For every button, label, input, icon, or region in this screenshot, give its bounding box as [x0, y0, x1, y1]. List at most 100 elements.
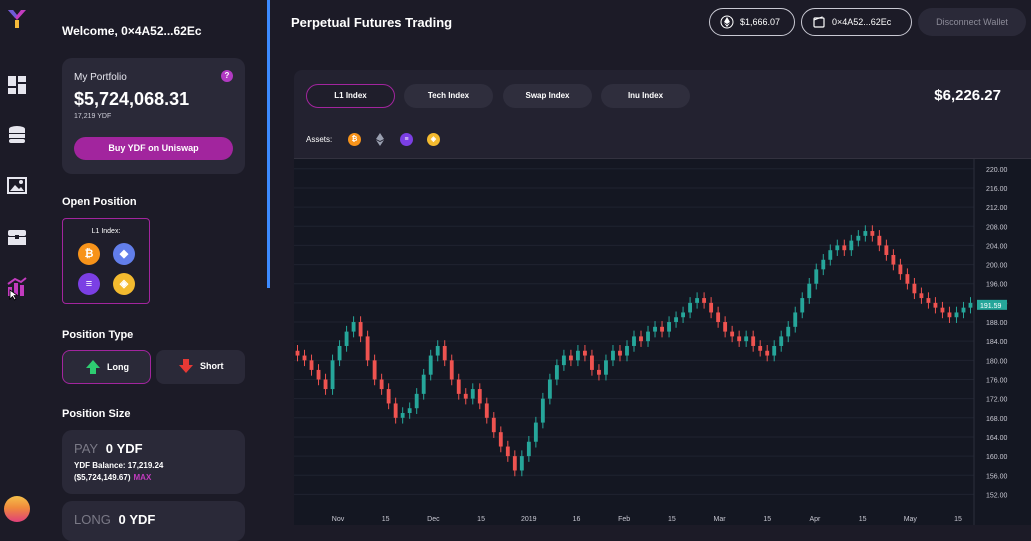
candle-body [870, 231, 875, 236]
candle-body [856, 235, 861, 241]
eth-price-pill[interactable]: $1,666.07 [709, 8, 795, 36]
long-unit: YDF [129, 512, 156, 527]
index-price: $6,226.27 [934, 87, 1001, 104]
candle-body [351, 322, 356, 332]
candle-body [863, 231, 868, 236]
candle-body [653, 326, 657, 332]
candle-body [323, 379, 328, 390]
candle-body [772, 345, 777, 356]
tab-tech-index[interactable]: Tech Index [404, 84, 493, 108]
ydf-balance: YDF Balance: 17,219.24 ($5,724,149.67) MA… [74, 460, 163, 484]
pay-card[interactable]: PAY 0 YDF YDF Balance: 17,219.24 ($5,724… [62, 430, 245, 494]
scroll-indicator[interactable] [267, 0, 270, 288]
candle-body [793, 312, 798, 327]
candle-body [470, 389, 475, 399]
long-button[interactable]: Long [62, 350, 151, 384]
x-tick-label: 15 [763, 516, 771, 523]
candlestick-chart[interactable]: 152.00 156.00 160.00 164.00 168.00 172.00 176.… [294, 159, 1031, 525]
candle-body [954, 312, 959, 318]
x-tick-label: 15 [668, 516, 676, 523]
x-tick-label: Apr [809, 516, 821, 523]
dashboard-icon[interactable] [7, 75, 27, 95]
candle-body [498, 432, 503, 447]
candle-body [590, 355, 594, 370]
gallery-icon[interactable] [7, 176, 27, 196]
logo-icon[interactable] [6, 8, 28, 30]
candle-body [505, 446, 510, 457]
ethereum-icon [720, 15, 734, 29]
candle-body [428, 355, 433, 375]
assets-label: Assets: [306, 135, 333, 144]
candle-body [316, 369, 321, 380]
candle-body [849, 240, 854, 251]
x-tick-label: Nov [332, 516, 345, 523]
candle-body [933, 302, 938, 308]
candle-body [695, 298, 700, 303]
ethereum-icon: ◆ [113, 243, 135, 265]
candle-body [583, 350, 587, 356]
x-tick-label: 15 [859, 516, 867, 523]
help-icon[interactable]: ? [221, 70, 233, 82]
candle-body [365, 336, 370, 361]
index-label: L1 Index: [91, 228, 121, 235]
candle-body [597, 369, 601, 375]
candle-body [491, 417, 496, 433]
candle-body [330, 360, 335, 390]
candle-body [737, 336, 742, 342]
candle-body [716, 312, 721, 323]
candle-body [730, 331, 735, 337]
bitcoin-icon: ₿ [78, 243, 100, 265]
y-tick-label: 200.00 [986, 263, 1008, 270]
candle-body [435, 345, 440, 356]
candle-body [835, 245, 840, 251]
candle-body [442, 345, 447, 361]
portfolio-value: $5,724,068.31 [74, 89, 190, 109]
candle-body [386, 389, 391, 404]
divider [294, 158, 1031, 159]
disconnect-wallet-button[interactable]: Disconnect Wallet [918, 8, 1026, 36]
candle-body [407, 408, 412, 414]
candle-body [414, 393, 419, 409]
candle-body [884, 245, 889, 255]
long-line: LONG 0 YDF [74, 512, 155, 527]
candle-body [758, 345, 763, 351]
max-button[interactable]: MAX [133, 473, 152, 482]
x-tick-label: Mar [714, 516, 727, 523]
wallet-address-pill[interactable]: 0×4A52...62Ec [801, 8, 912, 36]
candle-body [688, 302, 693, 313]
candle-body [968, 302, 973, 308]
candle-body [821, 259, 826, 270]
candle-body [533, 422, 538, 442]
candle-body [463, 393, 468, 399]
candle-body [344, 331, 349, 346]
candle-body [940, 307, 945, 313]
avatar[interactable] [4, 496, 30, 522]
chest-icon[interactable] [7, 227, 27, 247]
l1-index-position[interactable]: L1 Index: ₿ ◆ ≡ ◈ [62, 218, 150, 304]
candle-body [891, 254, 896, 265]
last-price-label: 191.59 [980, 303, 1002, 310]
y-tick-label: 184.00 [986, 339, 1008, 346]
wallet-address: 0×4A52...62Ec [832, 17, 892, 27]
coins-icon[interactable] [7, 125, 27, 145]
candle-body [898, 264, 903, 275]
candle-body [568, 355, 573, 361]
long-value: 0 [118, 512, 126, 527]
candle-body [295, 350, 300, 356]
open-position-title: Open Position [62, 196, 137, 208]
x-tick-label: May [904, 516, 918, 523]
tab-inu-index[interactable]: Inu Index [601, 84, 690, 108]
candle-body [379, 379, 384, 390]
y-tick-label: 180.00 [986, 358, 1008, 365]
x-tick-label: 15 [382, 516, 390, 523]
pay-value[interactable]: 0 [105, 441, 113, 456]
tab-swap-index[interactable]: Swap Index [503, 84, 592, 108]
y-tick-label: 208.00 [986, 224, 1008, 231]
solana-icon: ≡ [400, 133, 413, 146]
tab-l1-index[interactable]: L1 Index [306, 84, 395, 108]
buy-ydf-button[interactable]: Buy YDF on Uniswap [74, 137, 233, 160]
candle-body [449, 360, 454, 380]
x-tick-label: 2019 [521, 516, 537, 523]
long-card[interactable]: LONG 0 YDF [62, 501, 245, 541]
short-button[interactable]: Short [156, 350, 245, 384]
